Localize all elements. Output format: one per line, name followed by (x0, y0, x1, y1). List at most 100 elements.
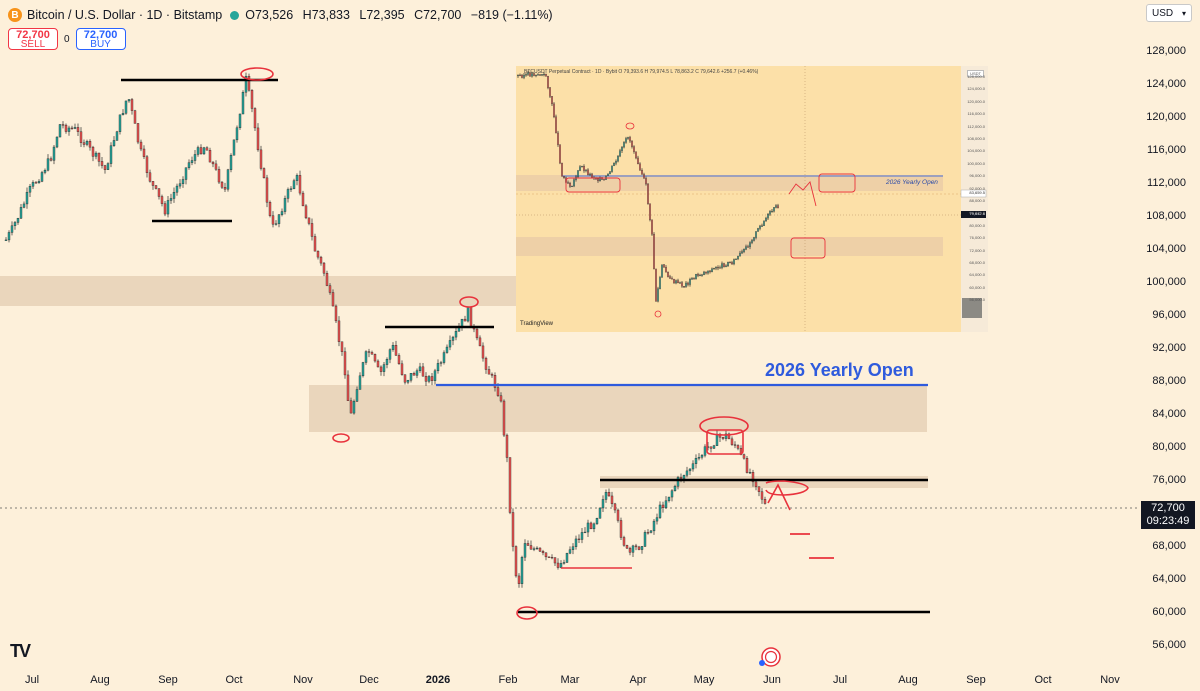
candle (391, 345, 395, 350)
candle (586, 522, 590, 533)
candle (765, 217, 767, 222)
currency-select[interactable]: USD ▾ (1146, 4, 1192, 22)
candle (568, 549, 572, 554)
candle (661, 264, 663, 278)
candle (701, 274, 703, 276)
candle (675, 280, 677, 284)
candle (37, 181, 41, 183)
candle (555, 116, 557, 134)
candle (538, 547, 542, 552)
candle (217, 169, 221, 183)
symbol-title[interactable]: Bitcoin / U.S. Dollar · 1D · Bitstamp (27, 8, 223, 22)
inset-currency: USDT (967, 70, 984, 77)
candle (436, 363, 440, 372)
candle (641, 170, 643, 175)
candle (688, 468, 692, 472)
price-axis-label: 60,000 (1152, 606, 1186, 618)
inset-axis-label: 108,000.0 (967, 136, 985, 141)
candle (655, 268, 657, 302)
candle (729, 261, 731, 264)
candle (601, 499, 605, 509)
candle (736, 445, 740, 449)
candle (598, 507, 602, 519)
candle (52, 146, 56, 161)
candle (733, 444, 737, 446)
candle (85, 141, 89, 145)
inset-axis-label: 128,000.0 (967, 74, 985, 79)
tradingview-logo[interactable]: TV (10, 641, 31, 661)
candle (517, 575, 521, 584)
top-circle-annotation (240, 67, 274, 81)
candle (124, 100, 128, 114)
symbol-legend[interactable]: B Bitcoin / U.S. Dollar · 1D · Bitstamp … (8, 6, 553, 24)
sell-price: 72,700 (16, 29, 50, 41)
candle (22, 203, 26, 208)
candle (274, 223, 278, 225)
inset-axis-label: 56,000.0 (969, 297, 985, 303)
inset-axis-label: 80,000.0 (969, 222, 985, 228)
candle (580, 532, 584, 540)
candle (565, 552, 569, 563)
candle (557, 132, 559, 145)
time-axis-label: Jul (832, 674, 848, 686)
candle (745, 246, 747, 250)
candle (334, 305, 338, 322)
candle (430, 376, 434, 381)
candle (91, 146, 95, 157)
high-label: H (302, 8, 312, 22)
sell-button[interactable]: 72,700 SELL (8, 28, 58, 50)
candle (319, 256, 323, 264)
candle (304, 205, 308, 219)
candle (523, 74, 525, 78)
candle (759, 225, 761, 229)
economic-event-icon[interactable] (759, 647, 781, 667)
candle (721, 437, 725, 439)
candle (505, 434, 509, 458)
candle (361, 362, 365, 377)
supply-zone-left (0, 276, 516, 306)
candle (535, 74, 537, 77)
candle (769, 211, 771, 215)
price-axis-label: 88,000 (1152, 375, 1186, 387)
resistance-zone (600, 476, 928, 488)
candle (223, 187, 227, 190)
candle (777, 205, 779, 208)
candle (761, 225, 763, 227)
candle (685, 470, 689, 476)
candle (136, 123, 140, 143)
time-axis-label: Feb (498, 674, 518, 686)
candle (695, 273, 697, 280)
candle (94, 152, 98, 157)
candle (49, 158, 53, 161)
buy-button[interactable]: 72,700 BUY (75, 28, 126, 50)
candle (433, 370, 437, 381)
candle (589, 522, 593, 530)
price-axis-label: 120,000 (1146, 111, 1186, 123)
time-axis-label: Oct (225, 674, 243, 686)
time-axis-label: Jul (24, 674, 40, 686)
candle (700, 455, 704, 458)
candle (631, 140, 633, 147)
candle (607, 492, 611, 497)
candle (355, 389, 359, 402)
candle (364, 351, 368, 363)
candle (421, 366, 425, 377)
candle (451, 336, 455, 341)
candle (745, 458, 749, 473)
candle (581, 165, 583, 168)
candle (301, 192, 305, 207)
candle (481, 345, 485, 359)
candle (591, 173, 593, 178)
candle (665, 267, 667, 273)
candle (154, 185, 158, 189)
price-axis-label: 124,000 (1146, 78, 1186, 90)
inset-axis-label: 96,000.0 (969, 173, 985, 179)
candle (653, 233, 655, 270)
candle (139, 141, 143, 150)
candle (589, 173, 591, 176)
candle (585, 169, 587, 171)
candle (637, 546, 641, 550)
candle (250, 90, 254, 109)
